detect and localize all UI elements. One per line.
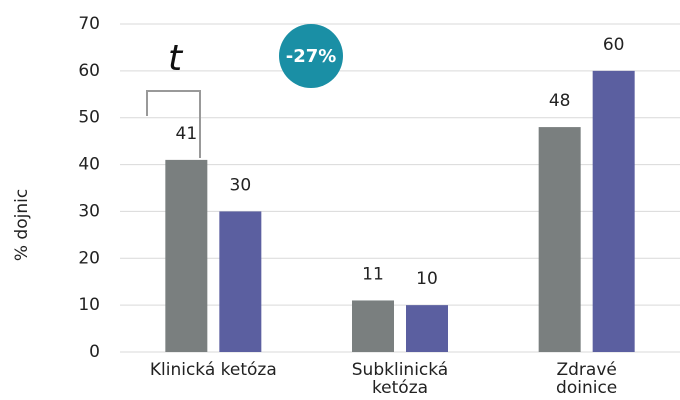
data-label: 41 xyxy=(176,124,198,144)
bracket xyxy=(146,90,201,158)
x-tick-label: Subklinická ketóza xyxy=(352,360,448,398)
y-tick-label: 10 xyxy=(78,295,100,315)
data-label: 10 xyxy=(416,269,438,289)
badge xyxy=(279,24,343,88)
x-tick-label: Zdravé doinice xyxy=(556,360,617,398)
y-tick-label: 50 xyxy=(78,108,100,128)
bar xyxy=(592,70,635,352)
y-tick-label: 40 xyxy=(78,155,100,175)
bar xyxy=(352,300,394,352)
data-label: 30 xyxy=(230,175,252,195)
y-tick-label: 70 xyxy=(78,14,100,34)
annotation-t: t xyxy=(168,38,184,79)
x-tick-label: Klinická ketóza xyxy=(150,360,277,380)
y-axis-label: % dojnic xyxy=(12,189,32,261)
x-tick-label-line: doinice xyxy=(556,378,617,398)
data-label: 60 xyxy=(603,35,625,55)
x-tick-label-line: Subklinická xyxy=(352,360,448,380)
bar xyxy=(165,159,208,352)
y-tick-label: 30 xyxy=(78,201,100,221)
x-tick-label-line: Zdravé xyxy=(556,360,616,380)
y-tick-label: 60 xyxy=(78,61,100,81)
data-label: 48 xyxy=(549,91,571,111)
bar xyxy=(538,127,581,352)
x-tick-label-line: ketóza xyxy=(372,378,428,398)
bar xyxy=(219,211,262,352)
y-tick-label: 0 xyxy=(89,342,100,362)
bar xyxy=(406,305,448,352)
y-tick-label: 20 xyxy=(78,248,100,268)
data-label: 11 xyxy=(362,264,384,284)
annotation-badge: -27% xyxy=(286,46,337,67)
